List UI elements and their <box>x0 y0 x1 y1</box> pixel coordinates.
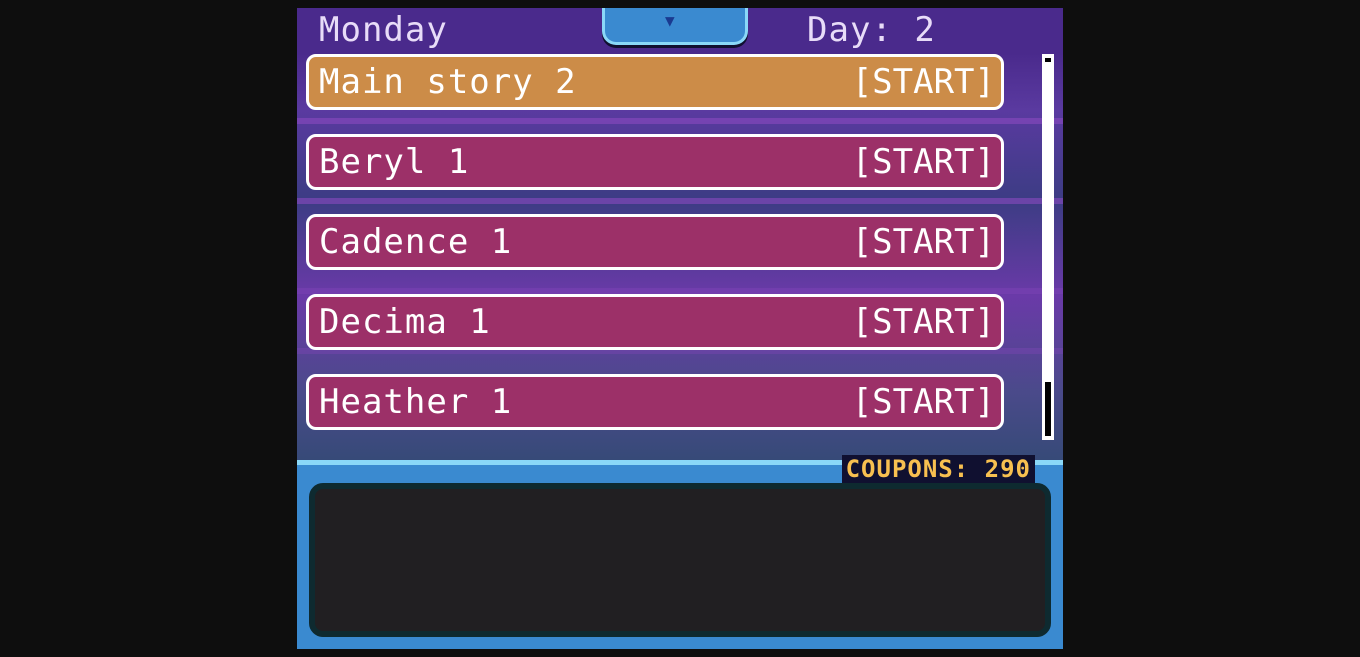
quest-name: Decima 1 <box>319 302 491 342</box>
start-button[interactable]: [START] <box>851 382 995 422</box>
scroll-top-marker <box>1045 58 1051 62</box>
quest-name: Beryl 1 <box>319 142 470 182</box>
scrollbar-thumb[interactable] <box>1045 382 1051 436</box>
dialogue-panel: COUPONS: 290 <box>297 455 1063 649</box>
quest-row[interactable]: Main story 2 [START] <box>306 54 1004 110</box>
day-counter: Day: 2 <box>807 10 936 50</box>
start-button[interactable]: [START] <box>851 222 995 262</box>
day-name: Monday <box>319 10 448 50</box>
quest-name: Main story 2 <box>319 62 577 102</box>
start-button[interactable]: [START] <box>851 142 995 182</box>
header: Monday ▼ Day: 2 <box>297 8 1063 52</box>
coupons-counter: COUPONS: 290 <box>841 455 1035 483</box>
quest-name: Cadence 1 <box>319 222 513 262</box>
quest-row[interactable]: Decima 1 [START] <box>306 294 1004 350</box>
start-button[interactable]: [START] <box>851 302 995 342</box>
scrollbar[interactable] <box>1042 54 1054 440</box>
triangle-down-icon: ▼ <box>665 11 675 30</box>
quest-row[interactable]: Beryl 1 [START] <box>306 134 1004 190</box>
quest-row[interactable]: Cadence 1 [START] <box>306 214 1004 270</box>
quest-row[interactable]: Heather 1 [START] <box>306 374 1004 430</box>
start-button[interactable]: [START] <box>851 62 995 102</box>
dialogue-text-area <box>309 483 1051 637</box>
game-screen: Monday ▼ Day: 2 Main story 2 [START] Bery… <box>297 8 1063 649</box>
collapse-tab[interactable]: ▼ <box>602 8 748 45</box>
quest-name: Heather 1 <box>319 382 513 422</box>
